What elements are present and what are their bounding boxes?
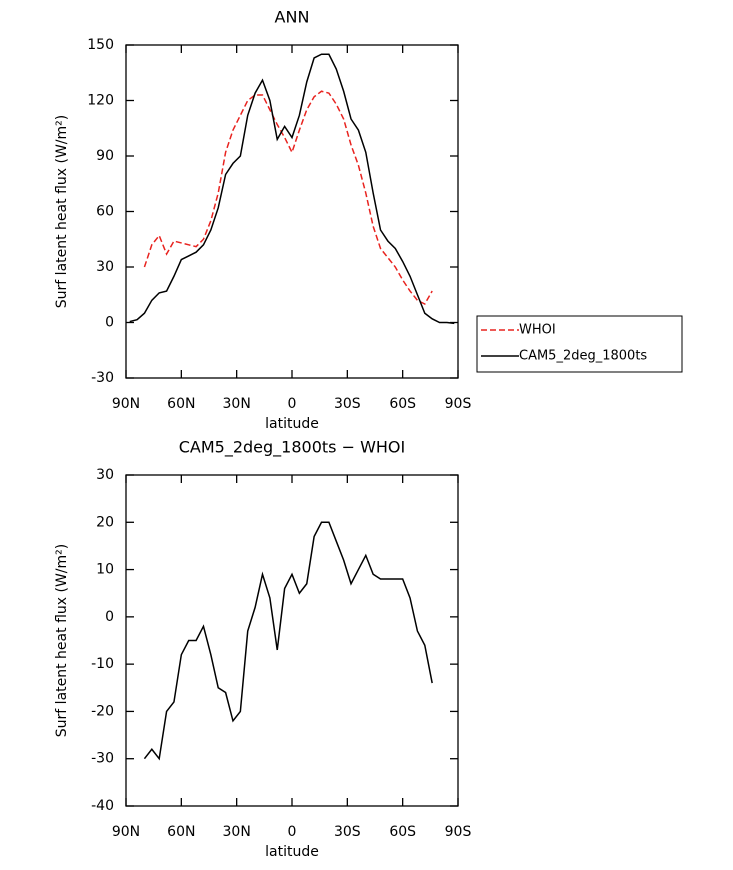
x-tick-label: 0 xyxy=(288,396,297,412)
series-line xyxy=(143,521,433,761)
legend-box xyxy=(476,315,683,373)
x-tick-label: 0 xyxy=(288,824,297,840)
x-tick-label: 30N xyxy=(223,396,251,412)
x-tick-label: 60N xyxy=(167,396,195,412)
x-axis-label: latitude xyxy=(265,844,319,860)
y-tick-label: -20 xyxy=(91,703,114,719)
y-tick-label: 10 xyxy=(96,562,114,578)
y-tick-label: 60 xyxy=(96,204,114,220)
x-tick-label: 60S xyxy=(389,824,416,840)
y-tick-label: 0 xyxy=(105,609,114,625)
y-tick-label: 30 xyxy=(96,467,114,483)
x-tick-label: 90N xyxy=(112,396,140,412)
y-tick-label: 0 xyxy=(105,315,114,331)
y-tick-label: 150 xyxy=(87,37,114,53)
x-tick-label: 30S xyxy=(334,396,361,412)
plot-frame xyxy=(125,44,459,379)
y-axis-label: Surf latent heat flux (W/m²) xyxy=(54,544,70,737)
chart-title: ANN xyxy=(275,8,310,27)
x-axis-label: latitude xyxy=(265,416,319,432)
x-tick-label: 30S xyxy=(334,824,361,840)
y-tick-label: -30 xyxy=(91,751,114,767)
x-tick-label: 90S xyxy=(445,824,472,840)
y-tick-label: 30 xyxy=(96,259,114,275)
chart-title: CAM5_2deg_1800ts − WHOI xyxy=(179,438,406,458)
y-tick-label: 90 xyxy=(96,148,114,164)
legend-label: CAM5_2deg_1800ts xyxy=(519,349,647,364)
series-line xyxy=(129,53,455,325)
series-line xyxy=(143,90,433,305)
plot-frame xyxy=(125,474,459,807)
y-tick-label: 20 xyxy=(96,514,114,530)
y-tick-label: -30 xyxy=(91,370,114,386)
x-tick-label: 60N xyxy=(167,824,195,840)
legend-label: WHOI xyxy=(519,323,556,338)
y-tick-label: 120 xyxy=(87,93,114,109)
y-axis-label: Surf latent heat flux (W/m²) xyxy=(54,115,70,308)
x-tick-label: 90N xyxy=(112,824,140,840)
y-tick-label: -10 xyxy=(91,656,114,672)
x-tick-label: 60S xyxy=(389,396,416,412)
x-tick-label: 30N xyxy=(223,824,251,840)
y-tick-label: -40 xyxy=(91,798,114,814)
x-tick-label: 90S xyxy=(445,396,472,412)
